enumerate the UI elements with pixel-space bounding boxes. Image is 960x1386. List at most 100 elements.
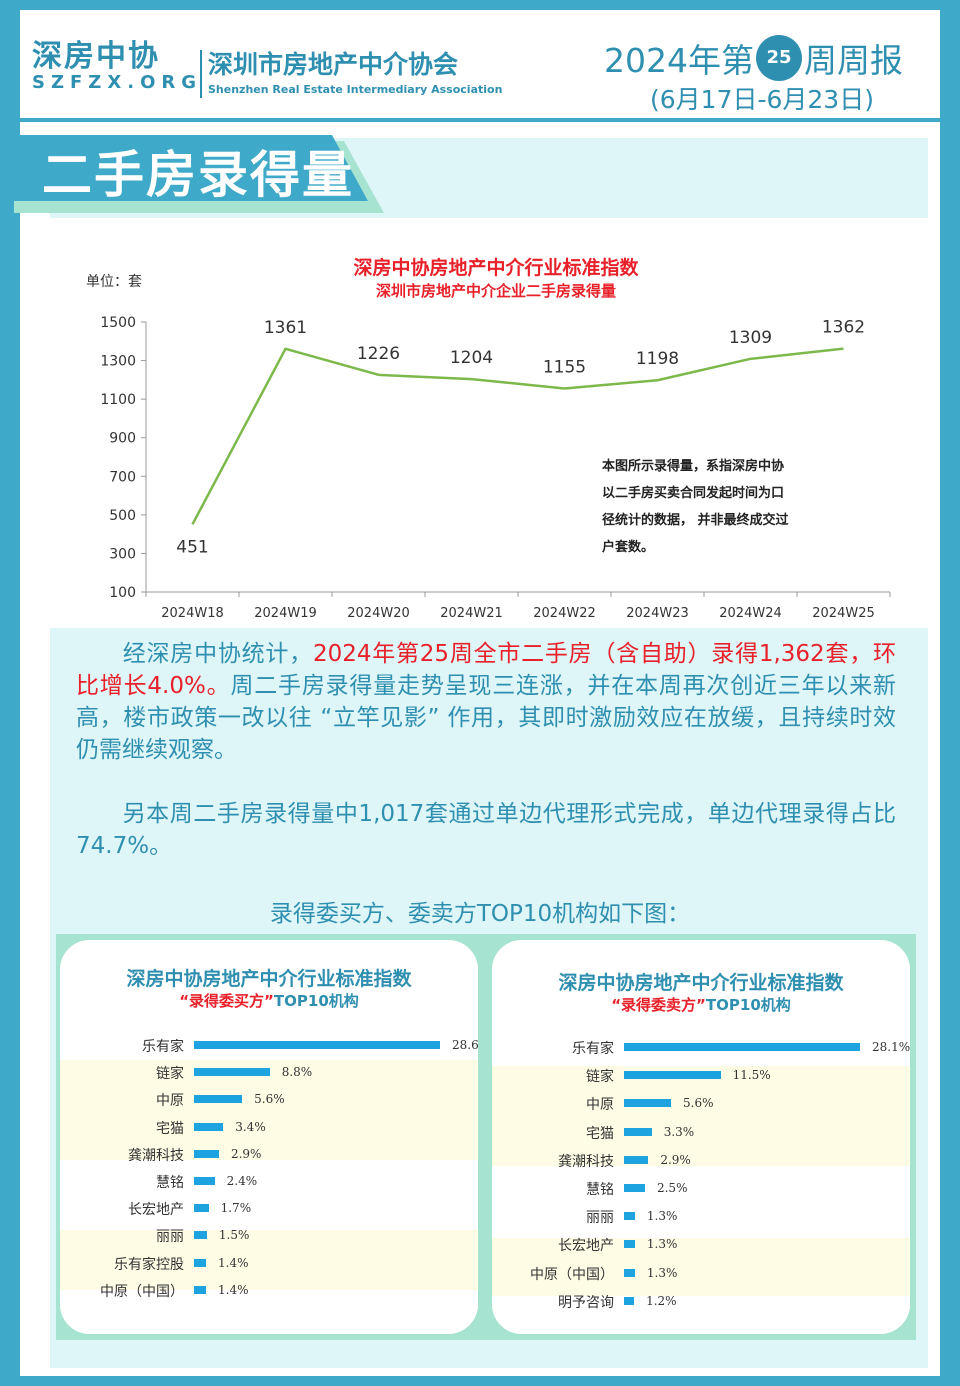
bar-row: 明予咨询 1.2% [492,1292,910,1312]
data-label: 1309 [729,328,772,348]
bar-label: 宅猫 [156,1120,184,1137]
bar [194,1095,243,1104]
report-header: 深房中协 SZFZX.ORG 深圳市房地产中介协会 Shenzhen Real … [20,10,940,122]
bar-label-wrap: 链家 [492,1066,614,1086]
y-tick-label: 100 [109,585,136,601]
bar-label-wrap: 乐有家控股 [60,1254,184,1274]
bar-value-label: 2.9% [230,1146,262,1161]
single-agency-paragraph: 另本周二手房录得量中1,017套通过单边代理形式完成，单边代理录得占比74.7%… [76,798,896,862]
bar-row: 慧铭 2.4% [60,1172,478,1192]
chart-note-line: 户套数。 [602,539,654,555]
bar [194,1231,207,1240]
panel-stripes [60,940,478,1334]
chart-subtitle: 深圳市房地产中介企业二手房录得量 [376,282,616,300]
x-tick-label: 2024W22 [533,606,595,621]
x-tick-label: 2024W25 [812,606,874,621]
bar-row: 龚潮科技 2.9% [492,1151,910,1171]
bar-label: 乐有家 [142,1039,184,1055]
bar-value-label: 2.5% [656,1181,688,1195]
summary-highlight-text: 2024年第25周全市二手房（含自助）录得1,362套，环比增长4.0%。 [76,641,896,699]
bar-value-label: 1.3% [646,1237,678,1252]
y-tick-label: 1500 [100,315,136,331]
buyer-panel-subtitle-rest: TOP10机构 [273,992,359,1010]
bar-label-wrap: 乐有家 [60,1036,184,1056]
x-tick-label: 2024W23 [626,606,688,621]
seller-panel-subtitle-red: “录得委卖方” [611,996,706,1014]
bar-value-label: 1.7% [220,1201,252,1216]
bar-value-label: 1.4% [218,1255,249,1270]
chart-title: 深房中协房地产中介行业标准指数 [353,256,639,279]
buyer-panel-subtitle-red: “录得委买方” [179,992,274,1010]
y-tick-label: 300 [109,546,136,562]
report-title-suffix: 周周报 [803,41,903,80]
bar-value-label: 2.9% [660,1152,691,1167]
bar-row: 乐有家 28.1% [492,1038,910,1058]
buyer-panel-subtitle: “录得委买方”TOP10机构 [60,990,478,1011]
bar-label: 乐有家 [572,1041,614,1057]
bar-row: 长宏地产 1.7% [60,1199,478,1219]
y-tick-label: 500 [109,508,136,524]
bar-value-label: 1.3% [646,1265,678,1280]
bar-label-wrap: 宅猫 [60,1118,184,1138]
bar [624,1099,672,1108]
bar [624,1240,635,1249]
bar-row: 宅猫 3.3% [492,1123,910,1143]
bar [624,1071,721,1080]
bar [624,1127,652,1136]
bar-label-wrap: 长宏地产 [60,1199,184,1219]
bar-label: 龚潮科技 [128,1147,184,1164]
report-date-range: (6月17日-6月23日) [650,85,874,114]
data-label: 1226 [357,344,400,364]
bar-value-label: 5.6% [683,1096,714,1111]
bar-label-wrap: 链家 [60,1063,184,1083]
bar-row: 中原 5.6% [60,1090,478,1110]
bar-value-label: 3.3% [663,1124,695,1139]
bar-label: 丽丽 [156,1229,184,1246]
data-label: 1198 [636,349,679,369]
y-tick-label: 900 [109,431,136,447]
bar-label-wrap: 中原 [492,1094,614,1114]
data-label: 1155 [543,358,586,378]
data-label: 1361 [264,318,307,338]
bar-row: 乐有家控股 1.4% [60,1254,478,1274]
report-page: 深房中协 SZFZX.ORG 深圳市房地产中介协会 Shenzhen Real … [14,10,940,1376]
bar-row: 乐有家 28.6% [60,1036,478,1056]
bar [194,1285,207,1294]
bar-row: 链家 11.5% [492,1066,910,1086]
bar-label: 中原 [586,1097,614,1114]
bar [624,1212,635,1221]
bar-row: 龚潮科技 2.9% [60,1145,478,1165]
bar-label-wrap: 中原 [60,1090,184,1110]
bar-value-label: 1.4% [218,1282,249,1297]
bar [624,1155,649,1164]
bar-row: 链家 8.8% [60,1063,478,1083]
bar-label: 慧铭 [586,1182,614,1198]
bar-row: 长宏地产 1.3% [492,1235,910,1255]
bar-label-wrap: 明予咨询 [492,1292,614,1312]
bar-value-label: 1.3% [646,1209,678,1224]
bar-value-label: 8.8% [281,1065,313,1080]
bar-label: 链家 [586,1069,614,1086]
bar-label-wrap: 慧铭 [60,1172,184,1192]
bar-label-wrap: 长宏地产 [492,1235,614,1255]
logo-chinese-abbr: 深房中协 [32,39,160,74]
bar [194,1204,209,1213]
week-number-badge: 25 [755,35,802,81]
report-title: 2024年第 25 周周报 [604,34,914,81]
bar-label: 乐有家控股 [114,1256,184,1273]
section-title: 二手房录得量 [42,146,354,204]
bar-label: 长宏地产 [558,1238,614,1255]
bar [624,1043,860,1051]
bar-label: 龚潮科技 [558,1153,614,1170]
bar-label: 长宏地产 [128,1202,184,1219]
bar-label: 中原（中国） [100,1283,184,1300]
bar-value-label: 1.5% [218,1228,250,1243]
bar-value-label: 28.1% [872,1040,910,1054]
bar-value-label: 1.2% [646,1293,677,1308]
header-divider [20,118,940,122]
x-tick-label: 2024W19 [254,606,316,621]
bar-label: 链家 [156,1066,184,1083]
bar-row: 宅猫 3.4% [60,1118,478,1138]
chart-note-line: 本图所示录得量，系指深房中协 [602,458,784,474]
bar-row: 中原（中国） 1.4% [60,1281,478,1301]
